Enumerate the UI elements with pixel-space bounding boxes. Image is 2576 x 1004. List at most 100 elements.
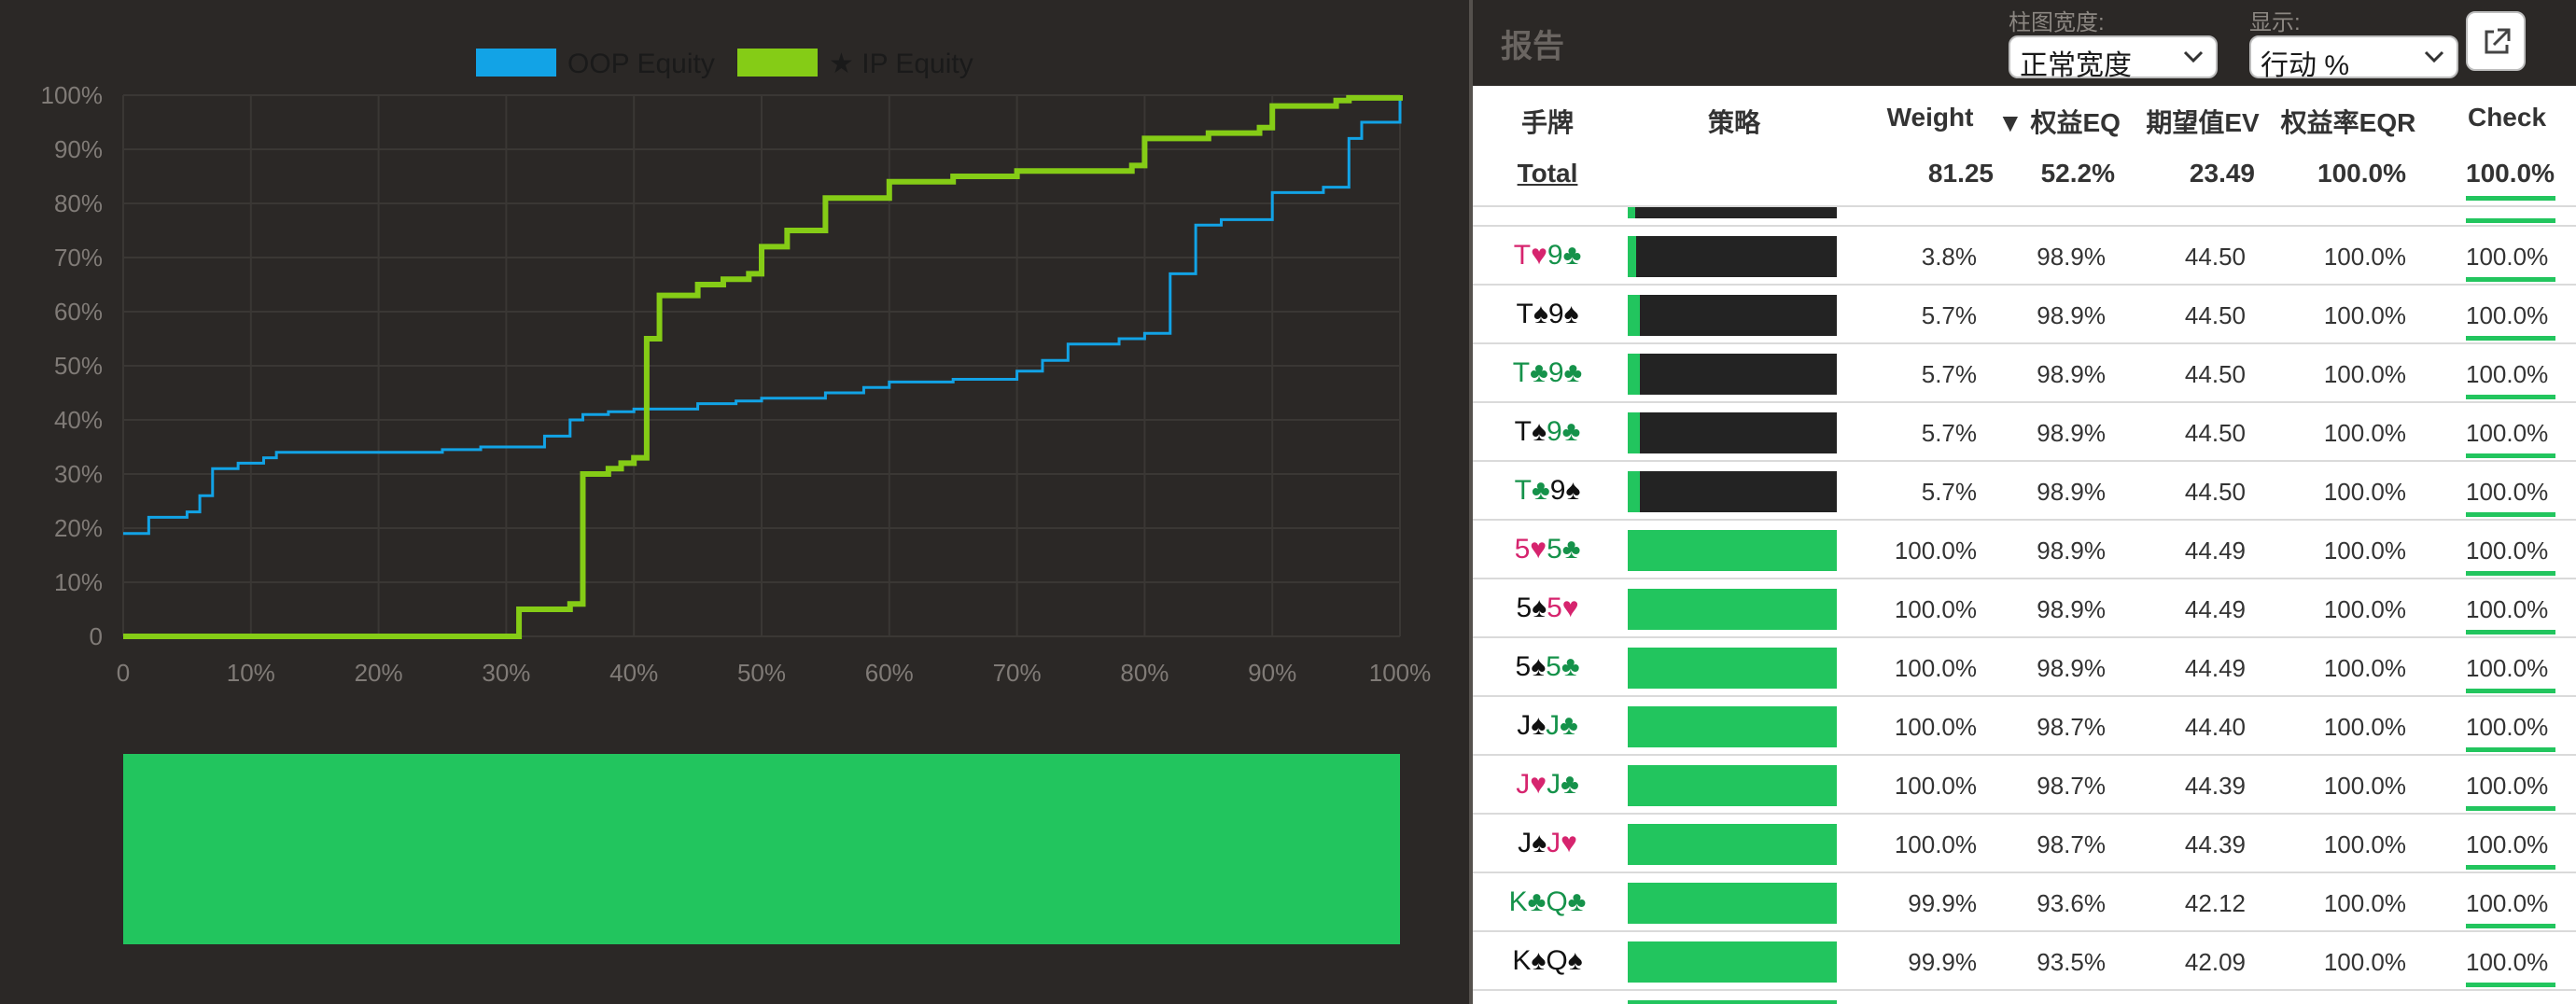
card-rank: J	[1517, 710, 1532, 741]
strategy-bar	[123, 754, 1400, 944]
table-row-partial[interactable]	[1473, 991, 2576, 1004]
table-row[interactable]: T♣9♠ 5.7% 98.9% 44.50 100.0% 100.0%	[1473, 462, 2576, 521]
weight-cell: 100.0%	[1894, 830, 1977, 858]
table-row[interactable]: J♠J♥ 100.0% 98.7% 44.39 100.0% 100.0%	[1473, 815, 2576, 873]
card-suit-icon: ♣	[1532, 475, 1550, 506]
ev-cell: 44.39	[2184, 830, 2246, 858]
equity-panel: 0 10% 20% 30% 40% 50% 60% 70% 80% 90% 100% 0 10% 20% 3…	[40, 49, 1432, 944]
legend-swatch	[737, 49, 818, 77]
col-eqr[interactable]: 权益率EQR	[2280, 108, 2416, 137]
eq-cell: 98.9%	[2037, 360, 2106, 388]
card-rank: J	[1518, 828, 1533, 858]
card-suit-icon: ♣	[1530, 357, 1548, 388]
table-row[interactable]: K♠Q♠ 99.9% 93.5% 42.09 100.0% 100.0%	[1473, 932, 2576, 991]
card-suit-icon: ♣	[1561, 416, 1581, 447]
eqr-cell: 100.0%	[2323, 243, 2406, 271]
open-external-button[interactable]	[2466, 11, 2526, 71]
col-eq[interactable]: ▼ 权益EQ	[1997, 108, 2121, 137]
total-eq: 52.2%	[2040, 159, 2115, 188]
strategy-cell	[1628, 706, 1837, 747]
table-row[interactable]: 5♥5♣ 100.0% 98.9% 44.49 100.0% 100.0%	[1473, 521, 2576, 579]
col-ev[interactable]: 期望值EV	[2146, 108, 2260, 137]
table-row-partial[interactable]	[1473, 207, 2576, 227]
table-row[interactable]: K♣Q♣ 99.9% 93.6% 42.12 100.0% 100.0%	[1473, 873, 2576, 932]
check-line	[2466, 277, 2555, 282]
card-rank: T	[1512, 357, 1531, 388]
col-weight[interactable]: Weight	[1886, 103, 1974, 132]
card-rank: T	[1513, 240, 1532, 271]
total-label[interactable]: Total	[1517, 159, 1578, 188]
strategy-fill	[1628, 354, 1640, 395]
table-row[interactable]: T♠9♠ 5.7% 98.9% 44.50 100.0% 100.0%	[1473, 286, 2576, 344]
card-suit-icon: ♥	[1561, 828, 1577, 858]
card-rank: 9	[1547, 240, 1563, 271]
y-tick-label: 0	[90, 622, 103, 650]
hand-table-body[interactable]: T♥9♣ 3.8% 98.9% 44.50 100.0% 100.0% T♠9♠ 5.7% 98…	[1473, 207, 2576, 1004]
table-row[interactable]: T♣9♣ 5.7% 98.9% 44.50 100.0% 100.0%	[1473, 344, 2576, 403]
table-row[interactable]: 5♠5♥ 100.0% 98.9% 44.49 100.0% 100.0%	[1473, 579, 2576, 638]
hand-cell: T♠9♣	[1473, 416, 1622, 448]
strategy-fill	[1628, 295, 1640, 336]
col-check[interactable]: Check	[2467, 103, 2547, 132]
weight-cell: 5.7%	[1921, 419, 1977, 447]
check-line	[2466, 983, 2555, 987]
card-rank: 5	[1547, 593, 1562, 623]
y-tick-label: 30%	[54, 460, 103, 488]
y-tick-label: 90%	[54, 135, 103, 163]
card-suit-icon: ♥	[1530, 534, 1547, 565]
hand-cell: J♠J♥	[1473, 828, 1622, 859]
weight-cell: 99.9%	[1908, 889, 1977, 917]
check-line	[2466, 806, 2555, 811]
card-rank: T	[1514, 475, 1532, 506]
card-rank: T	[1516, 299, 1533, 329]
eqr-cell: 100.0%	[2323, 595, 2406, 623]
total-ev: 23.49	[2189, 159, 2255, 188]
card-rank: J	[1547, 828, 1561, 858]
ev-cell: 44.49	[2184, 537, 2246, 565]
table-row[interactable]: 5♠5♣ 100.0% 98.9% 44.49 100.0% 100.0%	[1473, 638, 2576, 697]
report-panel: 报告 柱图宽度: 正常宽度 显示: 行动 %	[1473, 0, 2576, 1004]
hand-cell: K♣Q♣	[1473, 886, 1622, 918]
external-link-icon	[2485, 28, 2511, 54]
hand-cell: T♥9♣	[1473, 240, 1622, 272]
hand-cell: 5♠5♥	[1473, 593, 1622, 624]
strategy-fill	[1628, 589, 1837, 630]
table-row[interactable]: T♥9♣ 3.8% 98.9% 44.50 100.0% 100.0%	[1473, 227, 2576, 286]
col-strategy[interactable]: 策略	[1707, 108, 1760, 137]
card-suit-icon: ♠	[1532, 593, 1547, 623]
check-cell: 100.0%	[2466, 830, 2549, 858]
display-select[interactable]: 行动 %	[2249, 35, 2458, 81]
check-cell: 100.0%	[2466, 360, 2549, 388]
panel-divider[interactable]	[1469, 0, 1473, 1004]
card-rank: K	[1508, 886, 1528, 917]
table-row[interactable]: J♠J♣ 100.0% 98.7% 44.40 100.0% 100.0%	[1473, 697, 2576, 756]
eq-cell: 98.9%	[2037, 654, 2106, 682]
strategy-cell	[1628, 765, 1837, 806]
strategy-cell	[1628, 883, 1837, 924]
series-line-oop	[123, 95, 1402, 536]
check-line	[2466, 571, 2555, 576]
check-line	[2466, 395, 2555, 399]
strategy-cell	[1628, 530, 1837, 571]
eq-cell: 98.9%	[2037, 478, 2106, 506]
strategy-cell	[1628, 648, 1837, 689]
col-hand[interactable]: 手牌	[1520, 108, 1574, 137]
card-rank: Q	[1546, 945, 1568, 976]
x-tick-label: 80%	[1120, 659, 1169, 687]
hand-cell: T♣9♣	[1473, 357, 1622, 389]
card-suit-icon: ♠	[1567, 945, 1583, 976]
ev-cell: 42.12	[2184, 889, 2246, 917]
weight-cell: 99.9%	[1908, 948, 1977, 976]
table-row[interactable]: T♠9♣ 5.7% 98.9% 44.50 100.0% 100.0%	[1473, 403, 2576, 462]
table-row[interactable]: J♥J♣ 100.0% 98.7% 44.39 100.0% 100.0%	[1473, 756, 2576, 815]
ev-cell: 44.50	[2184, 301, 2246, 329]
card-suit-icon: ♠	[1533, 299, 1548, 329]
strategy-fill	[1628, 706, 1837, 747]
strategy-fill	[1628, 824, 1837, 865]
check-line	[2466, 865, 2555, 870]
strategy-fill	[1628, 236, 1636, 277]
report-header: 报告 柱图宽度: 正常宽度 显示: 行动 %	[1473, 0, 2576, 86]
equity-chart: 0 10% 20% 30% 40% 50% 60% 70% 80% 90% 100% 0 10% 20% 3…	[41, 49, 1431, 687]
check-line	[2466, 924, 2555, 928]
bar-width-select[interactable]: 正常宽度	[2009, 35, 2218, 81]
